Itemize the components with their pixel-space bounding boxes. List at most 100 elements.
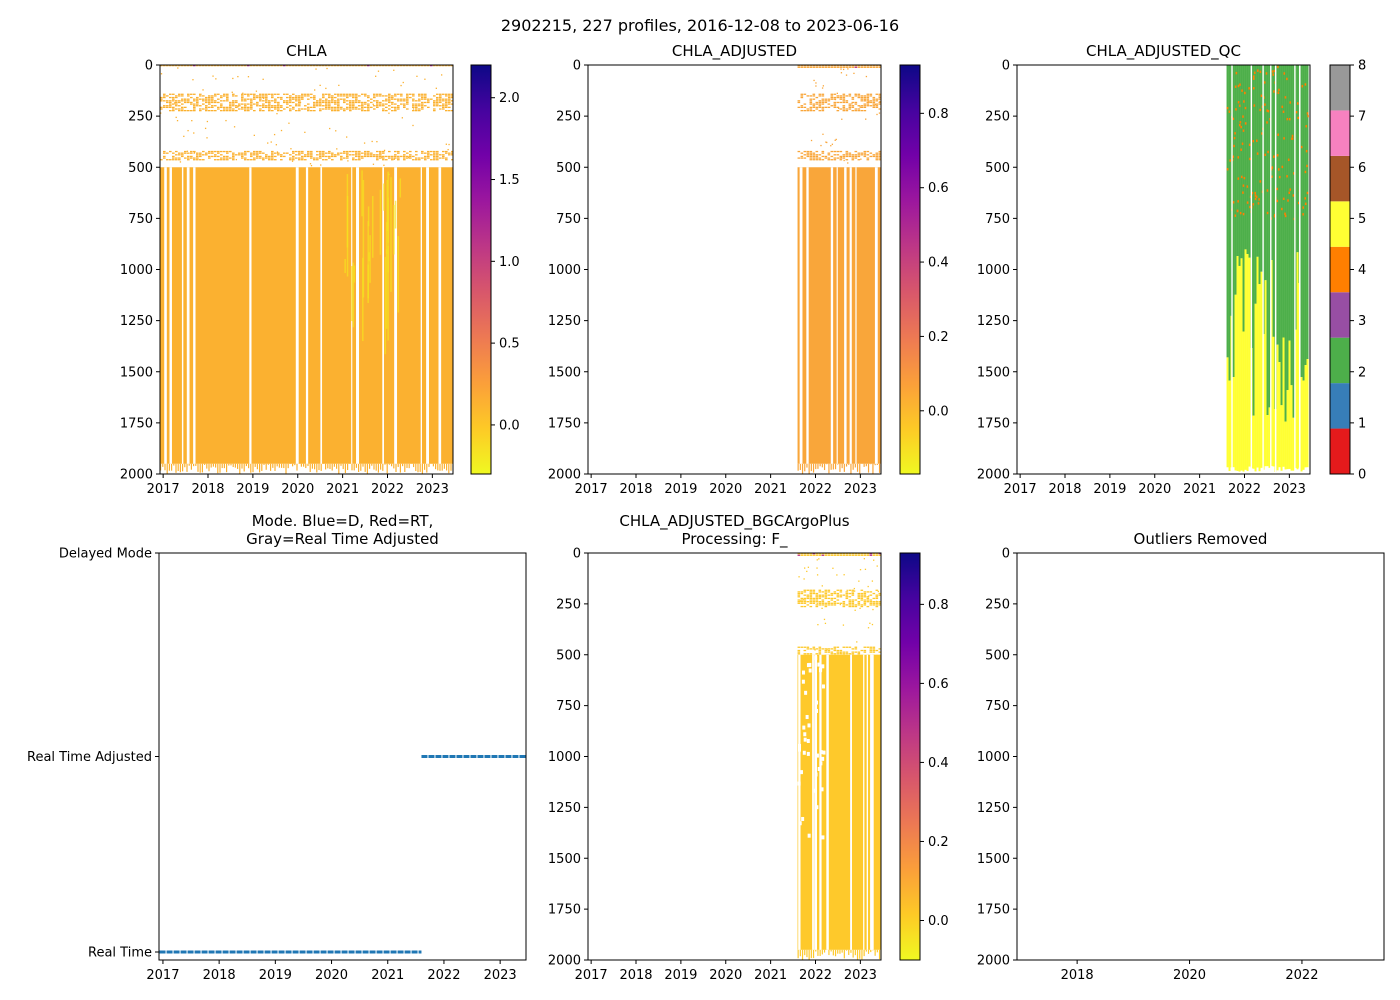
heatmap-sample <box>803 157 807 159</box>
heatmap-dot <box>821 607 823 610</box>
heatmap-sample <box>178 109 181 112</box>
heatmap-sample <box>842 96 846 99</box>
heatmap-sample <box>247 95 250 97</box>
heatmap-sample <box>310 65 313 67</box>
heatmap-sample <box>238 108 241 110</box>
heatmap-gap <box>169 167 172 464</box>
heatmap-sample <box>217 150 220 153</box>
heatmap-sample <box>809 65 813 67</box>
heatmap-sample <box>271 157 274 159</box>
heatmap-sample <box>181 65 184 67</box>
heatmap-dot <box>874 103 877 105</box>
heatmap-sample <box>304 108 307 110</box>
heatmap-sample <box>391 155 394 158</box>
heatmap-sample <box>271 106 274 109</box>
heatmap-sample <box>343 93 346 95</box>
heatmap-sample <box>406 98 409 100</box>
heatmap-sample <box>388 100 391 102</box>
heatmap-sample <box>199 65 202 67</box>
heatmap-fringe <box>799 949 801 957</box>
heatmap-fringe <box>821 463 823 468</box>
heatmap-sample <box>409 96 412 99</box>
heatmap-fringe <box>413 463 415 468</box>
heatmap-sample <box>286 101 289 104</box>
axes-frame <box>1016 552 1385 961</box>
heatmap-sample <box>358 101 361 104</box>
heatmap-removed <box>801 816 805 821</box>
heatmap-sample <box>169 109 172 112</box>
heatmap-sample <box>845 109 849 112</box>
heatmap-sample <box>809 602 813 604</box>
heatmap-sample <box>875 553 879 555</box>
heatmap-sample <box>866 601 870 603</box>
heatmap-sample <box>427 101 430 104</box>
heatmap-sample <box>833 93 837 95</box>
heatmap-sample <box>833 592 837 595</box>
heatmap-sample <box>382 105 385 107</box>
heatmap-sample <box>367 105 370 107</box>
heatmap-sample <box>857 604 861 606</box>
heatmap-sample <box>812 597 816 600</box>
heatmap-sample <box>385 109 388 112</box>
heatmap-sample <box>226 95 229 97</box>
heatmap-sample <box>193 65 196 67</box>
heatmap-dot <box>865 118 867 120</box>
heatmap-removed <box>802 750 806 755</box>
heatmap-sample <box>172 100 175 102</box>
heatmap-fringe <box>292 463 294 467</box>
heatmap-sample <box>451 96 453 99</box>
heatmap-sample <box>193 103 196 105</box>
heatmap-sample <box>815 155 819 158</box>
colorbar-tick-label: 0.0 <box>928 914 949 929</box>
qc-good <box>1260 65 1263 272</box>
heatmap-sample <box>325 101 328 104</box>
heatmap-sample <box>277 65 280 67</box>
heatmap-sample <box>403 105 406 107</box>
heatmap-sample <box>821 109 825 112</box>
heatmap-sample <box>439 93 442 95</box>
heatmap-sample <box>265 155 268 158</box>
heatmap-sample <box>187 93 190 95</box>
heatmap-fringe <box>248 463 250 469</box>
heatmap-variation <box>367 206 370 227</box>
heatmap-sample <box>854 65 858 67</box>
heatmap-sample <box>298 150 301 153</box>
heatmap-dot <box>288 122 290 124</box>
heatmap-sample <box>358 157 361 159</box>
heatmap-sample <box>178 152 181 154</box>
heatmap-sample <box>839 101 843 104</box>
heatmap-sample <box>361 106 364 109</box>
x-tick-label: 2018 <box>1048 482 1081 497</box>
heatmap-sample <box>806 553 810 555</box>
qc-bad <box>1260 271 1263 468</box>
heatmap-sample <box>175 101 178 104</box>
heatmap-fringe <box>254 463 256 467</box>
heatmap-sample <box>842 653 846 655</box>
heatmap-sample <box>253 150 256 153</box>
heatmap-sample <box>373 96 376 99</box>
heatmap-sample <box>313 101 316 104</box>
heatmap-sample <box>809 553 813 555</box>
qc-spike <box>1239 123 1241 127</box>
heatmap-fringe <box>261 463 263 471</box>
qc-bad <box>1266 415 1269 467</box>
x-tick-label: 2020 <box>1138 482 1171 497</box>
heatmap-sample <box>872 602 876 604</box>
heatmap-sample <box>800 157 804 159</box>
heatmap-fringe <box>208 463 210 472</box>
heatmap-sample <box>169 93 172 95</box>
y-category-label: Real Time Adjusted <box>27 750 152 765</box>
heatmap-sample <box>842 109 846 112</box>
heatmap-dot <box>435 87 437 89</box>
heatmap-sample <box>214 65 217 67</box>
y-tick-label: 2000 <box>548 468 581 483</box>
heatmap-sample <box>382 155 385 158</box>
heatmap-sample <box>316 65 319 67</box>
heatmap-sample <box>361 109 364 112</box>
heatmap-sample <box>304 154 307 156</box>
qc-spike <box>1252 203 1255 206</box>
qc-spike <box>1273 155 1275 158</box>
heatmap-sample <box>421 106 424 109</box>
heatmap-sample <box>232 101 235 104</box>
qc-spike <box>1260 94 1263 98</box>
